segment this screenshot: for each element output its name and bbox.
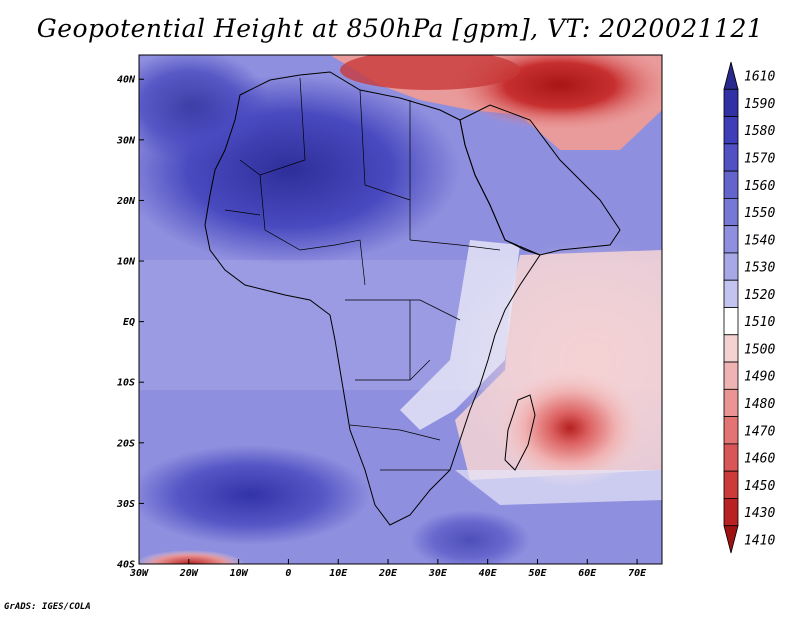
colorbar-swatch — [723, 443, 739, 472]
coastlines — [204, 71, 621, 526]
lat-label: 40S — [117, 560, 135, 571]
colorbar-label: 1410 — [744, 533, 775, 548]
colorbar-swatch — [723, 416, 739, 445]
plot-frame — [138, 54, 663, 565]
footer-credit: GrADS: IGES/COLA — [4, 602, 91, 612]
colorbar-swatch — [723, 225, 739, 254]
lon-label: 20W — [179, 568, 199, 579]
colorbar-label: 1430 — [744, 506, 775, 521]
lon-label: 30W — [129, 568, 149, 579]
colorbar-label: 1580 — [744, 124, 775, 139]
colorbar-label: 1490 — [744, 370, 775, 385]
colorbar-label: 1610 — [744, 70, 775, 85]
lon-label: 30E — [428, 568, 448, 579]
colorbar-swatch — [723, 388, 739, 418]
lon-label: 60E — [578, 568, 597, 579]
lat-label: 20N — [116, 196, 136, 207]
lat-label: 10N — [117, 257, 136, 268]
lat-label: 20S — [116, 438, 135, 449]
lon-label: 70E — [628, 568, 647, 579]
height-field — [139, 55, 662, 564]
borders — [224, 77, 501, 471]
lon-label: 50E — [528, 568, 547, 579]
lon-label: 10W — [230, 568, 249, 579]
colorbar-swatch — [723, 252, 739, 281]
lon-label: 40E — [479, 568, 498, 579]
colorbar-label: 1560 — [744, 179, 775, 194]
colorbar-label: 1550 — [744, 206, 775, 221]
colorbar-label: 1530 — [744, 261, 775, 276]
colorbar-label: 1450 — [744, 479, 775, 494]
colorbar-swatch — [723, 525, 739, 554]
colorbar-label: 1570 — [744, 151, 775, 166]
colorbar-label: 1590 — [744, 97, 775, 112]
colorbar-swatch — [723, 197, 739, 227]
colorbar-label: 1540 — [744, 233, 775, 248]
colorbar: 1610 1590 1580 1570 1560 1550 1540 1530 1520 1510… — [723, 61, 775, 554]
lat-label: 30N — [116, 135, 136, 146]
colorbar-swatch — [723, 116, 739, 145]
lon-label: 10E — [329, 568, 348, 579]
colorbar-swatch — [723, 470, 739, 499]
colorbar-label: 1460 — [744, 452, 775, 467]
colorbar-swatch — [723, 334, 739, 363]
colorbar-label: 1520 — [744, 288, 775, 303]
lat-label: EQ — [123, 317, 135, 328]
lon-label: 0 — [285, 568, 291, 579]
map-title: Geopotential Height at 850hPa [gpm], VT:… — [36, 14, 764, 43]
lat-label: 30S — [116, 499, 135, 510]
colorbar-swatch — [723, 88, 739, 117]
colorbar-swatch — [723, 307, 739, 336]
colorbar-label: 1510 — [744, 315, 775, 330]
colorbar-swatch — [723, 143, 739, 172]
colorbar-swatch — [723, 361, 739, 390]
colorbar-label: 1480 — [744, 397, 775, 412]
colorbar-swatch — [723, 279, 739, 308]
lon-label: 20E — [378, 568, 398, 579]
colorbar-swatch — [723, 170, 739, 199]
lat-label: 40N — [117, 75, 136, 86]
colorbar-label: 1470 — [744, 424, 775, 439]
colorbar-swatch — [723, 61, 739, 90]
colorbar-swatch — [723, 498, 739, 527]
colorbar-label: 1500 — [744, 342, 775, 357]
latitude-axis: 40N 30N 20N 10N EQ 10S 20S 30S 40S — [116, 75, 144, 571]
longitude-axis: 30W 20W 10W 0 10E 20E 30E 40E 50E 60E 70E — [129, 559, 647, 579]
lat-label: 10S — [117, 378, 135, 389]
